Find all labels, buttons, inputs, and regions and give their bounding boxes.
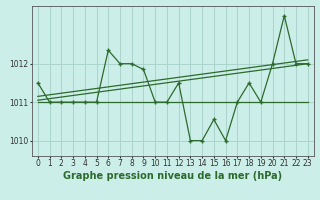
X-axis label: Graphe pression niveau de la mer (hPa): Graphe pression niveau de la mer (hPa) [63,171,282,181]
